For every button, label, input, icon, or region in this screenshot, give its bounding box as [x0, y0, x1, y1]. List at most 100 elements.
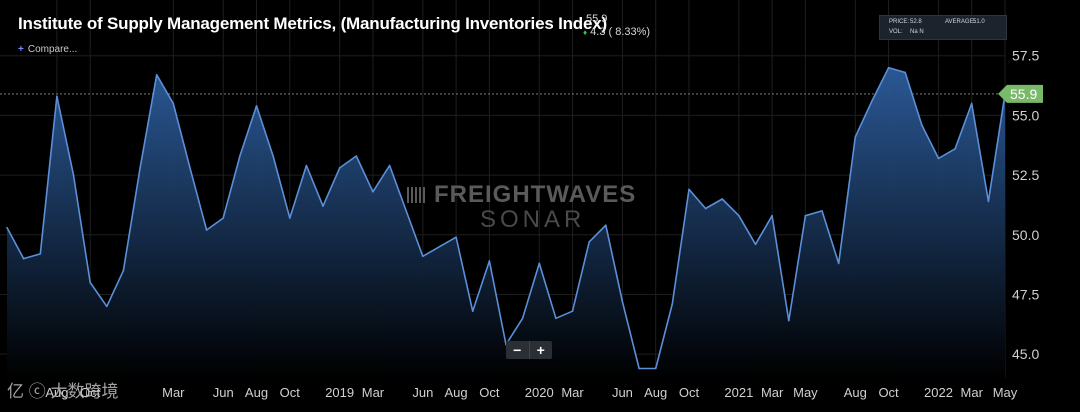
x-tick-label: Mar	[961, 385, 984, 400]
data-point-2021-11	[904, 71, 906, 74]
x-tick-label: Oct	[80, 385, 101, 400]
x-tick-label: May	[993, 385, 1018, 400]
x-axis: Aug Oct Mar Jun Aug Oct 2019 Mar Jun Aug Oct 2020 Ma…	[45, 385, 1017, 400]
zoom-controls: − +	[506, 341, 552, 359]
data-point-2020-05	[605, 224, 607, 227]
x-tick-label: Aug	[245, 385, 268, 400]
last-value-tag	[998, 84, 1043, 103]
data-point-2020-07	[638, 367, 640, 370]
x-tick-label: May	[793, 385, 818, 400]
average-label: AVERAGE:	[945, 19, 976, 25]
data-point-2017-06	[22, 257, 25, 260]
data-point-2019-03	[372, 191, 374, 193]
y-tick-label: 55.0	[1012, 107, 1039, 123]
last-value: 55.9	[586, 13, 608, 25]
x-tick-label: Aug	[644, 385, 667, 400]
x-tick-label: Oct	[479, 385, 500, 400]
data-point-2018-11	[305, 164, 308, 167]
x-tick-label: Oct	[878, 385, 899, 400]
vol-value: Na N	[910, 29, 924, 35]
data-point-2020-02	[555, 317, 557, 320]
data-point-2019-04	[388, 164, 391, 167]
data-point-2021-08	[854, 136, 857, 138]
data-point-2018-05	[205, 229, 208, 231]
compare-label: Compare...	[27, 44, 78, 55]
data-point-2018-03	[172, 102, 175, 105]
data-point-2019-06	[422, 255, 424, 258]
data-point-2017-05	[6, 226, 8, 229]
data-point-2020-11	[704, 207, 707, 210]
data-point-2017-12	[122, 269, 125, 272]
data-point-2018-01	[139, 167, 141, 169]
x-tick-label: 2020	[525, 385, 554, 400]
data-point-2022-02	[954, 148, 956, 150]
data-point-2018-09	[272, 155, 274, 157]
chart-title: Institute of Supply Management Metrics, …	[18, 14, 607, 33]
y-tick-label: 52.5	[1012, 167, 1039, 183]
data-point-2022-01	[937, 157, 940, 160]
data-point-2018-12	[322, 205, 324, 207]
x-tick-label: Aug	[844, 385, 867, 400]
data-point-2021-05	[804, 214, 807, 217]
y-tick-label: 57.5	[1012, 48, 1039, 64]
info-box: PRICE: 52.8 AVERAGE: 51.0 VOL: Na N	[879, 15, 1007, 40]
up-arrow-icon: ♦	[583, 28, 588, 37]
price-label: PRICE:	[889, 19, 910, 25]
data-point-2020-03	[571, 310, 574, 312]
x-tick-label: Mar	[162, 385, 185, 400]
data-point-2019-05	[405, 210, 408, 212]
zoom-out-button[interactable]: −	[513, 342, 522, 358]
data-point-2018-10	[288, 217, 291, 219]
data-point-2021-09	[871, 100, 873, 102]
data-point-2019-09	[471, 310, 474, 312]
data-point-2022-03	[970, 102, 973, 105]
data-point-2019-12	[521, 317, 524, 320]
price-value: 52.8	[910, 19, 922, 25]
x-tick-label: Mar	[561, 385, 584, 400]
data-point-2020-04	[588, 241, 590, 243]
data-point-2017-11	[106, 305, 108, 308]
x-tick-label: Mar	[362, 385, 385, 400]
data-point-2021-10	[887, 66, 890, 69]
data-point-2018-04	[189, 167, 191, 169]
x-tick-label: Jun	[213, 385, 234, 400]
series-area	[7, 67, 1005, 378]
data-point-2020-06	[621, 300, 624, 303]
data-point-2021-01	[738, 214, 740, 217]
data-point-2017-07	[39, 253, 42, 255]
compare-button[interactable]: + Compare...	[18, 44, 77, 55]
average-value: 51.0	[973, 19, 985, 25]
data-point-2020-12	[721, 198, 724, 200]
data-point-2018-07	[239, 155, 241, 157]
y-tick-label: 50.0	[1012, 227, 1039, 243]
change-readout: ♦ 4.3 ( 8.33%)	[583, 26, 650, 38]
data-point-2022-04	[987, 200, 990, 203]
x-tick-label: 2019	[325, 385, 354, 400]
last-value-tag-group: 55.9	[998, 84, 1043, 103]
x-tick-label: 2022	[924, 385, 953, 400]
data-point-2019-01	[338, 167, 341, 169]
data-point-2018-08	[255, 105, 258, 107]
data-point-2021-07	[837, 262, 840, 265]
data-point-2020-08	[654, 367, 657, 370]
x-tick-label: Aug	[45, 385, 68, 400]
data-point-2017-08	[56, 95, 58, 98]
x-tick-label: 2021	[724, 385, 753, 400]
y-axis: 45.0 47.5 50.0 52.5 55.0 57.5	[1012, 48, 1039, 362]
zoom-in-button[interactable]: +	[536, 342, 545, 358]
watermark-brand-bottom: SONAR	[480, 206, 586, 233]
data-point-2019-07	[438, 245, 441, 248]
vol-label: VOL:	[889, 29, 903, 35]
x-tick-label: Jun	[412, 385, 433, 400]
data-point-2021-03	[771, 214, 773, 217]
plus-icon: +	[18, 44, 24, 55]
x-tick-label: Oct	[679, 385, 700, 400]
x-tick-label: Aug	[445, 385, 468, 400]
data-point-2021-04	[787, 319, 790, 322]
data-point-2021-06	[821, 210, 823, 212]
data-point-2018-02	[155, 74, 158, 76]
zoom-separator	[528, 341, 530, 359]
data-point-2019-02	[355, 155, 358, 157]
x-tick-label: Oct	[280, 385, 301, 400]
